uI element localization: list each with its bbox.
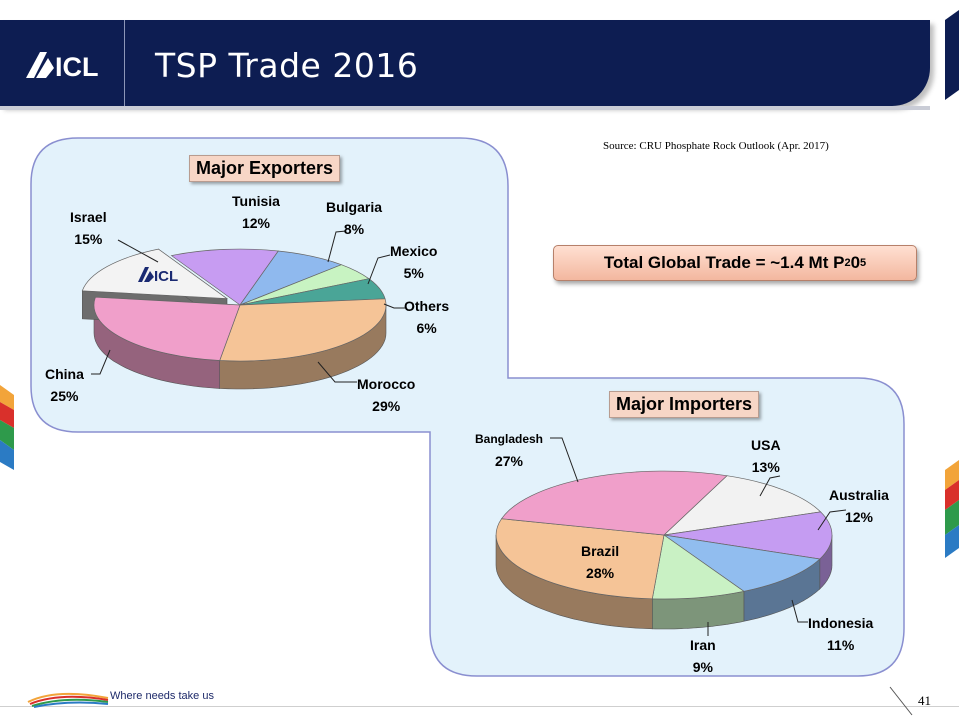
- leader-bulgaria: [327, 230, 347, 263]
- total-mid: 0: [850, 253, 861, 272]
- pie-slice-australia: [663, 511, 833, 560]
- header-band: [0, 20, 930, 110]
- leader-australia: [817, 509, 847, 531]
- pie-slice-tunisia: [170, 248, 279, 306]
- leader-indonesia: [791, 599, 808, 623]
- label-china: China 25%: [45, 366, 84, 404]
- pie-slice-bangladesh: [500, 470, 728, 536]
- leader-usa: [759, 475, 781, 497]
- pie-slice-morocco: [219, 298, 387, 362]
- leader-lines: [91, 230, 847, 636]
- importers-title: Major Importers: [609, 391, 760, 418]
- leader-morocco: [317, 361, 357, 383]
- label-mexico: Mexico 5%: [390, 243, 438, 281]
- footer-logo-mark: [27, 692, 109, 708]
- leader-israel: [117, 239, 159, 263]
- left-edge-decoration: [0, 385, 14, 470]
- israel-slice-icl-logo: ICL: [138, 267, 178, 285]
- total-text: Total Global Trade = ~1.4 Mt P: [603, 253, 845, 272]
- label-australia: Australia 12%: [829, 487, 889, 525]
- page-number-slash: [889, 686, 913, 716]
- leader-others: [383, 303, 406, 309]
- leader-bangladesh: [550, 437, 579, 483]
- label-tunisia: Tunisia 12%: [232, 193, 280, 231]
- pie-slice-brazil: [495, 518, 665, 600]
- leader-china: [91, 349, 111, 375]
- page-number: 41: [918, 693, 931, 708]
- svg-text:ICL: ICL: [154, 268, 178, 285]
- pie-slice-israel: [81, 248, 229, 299]
- leader-mexico: [367, 254, 391, 285]
- label-usa: USA 13%: [751, 437, 781, 475]
- header-divider: [124, 20, 125, 106]
- pie-slice-usa: [662, 475, 822, 536]
- footer-tagline: Where needs take us: [110, 690, 214, 702]
- label-morocco: Morocco 29%: [357, 376, 416, 414]
- importers-pie: [495, 470, 833, 630]
- label-others: Others 6%: [404, 298, 450, 336]
- label-israel: Israel 15%: [70, 209, 107, 247]
- label-indonesia: Indonesia 11%: [808, 615, 874, 653]
- pie-slice-iran: [651, 534, 745, 600]
- exporters-title: Major Exporters: [189, 155, 341, 182]
- label-bulgaria: Bulgaria 8%: [326, 199, 383, 237]
- pie-slice-china: [93, 296, 241, 361]
- slide-title: TSP Trade 2016: [155, 46, 419, 85]
- label-brazil: Brazil 28%: [581, 543, 620, 581]
- source-citation: Source: CRU Phosphate Rock Outlook (Apr.…: [603, 140, 829, 152]
- logo-text: ICL: [55, 52, 99, 82]
- icl-logo: ICL: [26, 52, 99, 82]
- exporters-pie: [81, 248, 387, 390]
- label-iran: Iran 9%: [690, 637, 716, 675]
- label-bangladesh: Bangladesh 27%: [475, 432, 544, 469]
- total-sub-1: 2: [844, 257, 851, 269]
- total-sub-2: 5: [860, 257, 867, 269]
- footer-divider: [0, 706, 959, 707]
- pie-slice-indonesia: [663, 534, 821, 592]
- right-edge-decoration: [945, 10, 959, 558]
